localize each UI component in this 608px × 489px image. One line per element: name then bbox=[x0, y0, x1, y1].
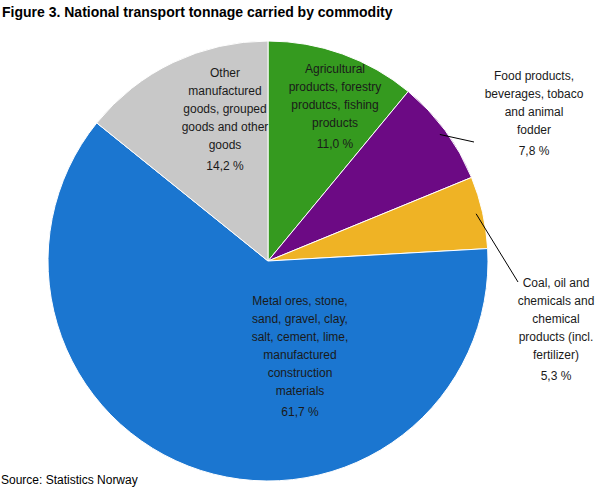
data-label: 7,8 % bbox=[519, 144, 550, 158]
category-label: Othermanufacturedgoods, groupedgoods and… bbox=[182, 66, 269, 152]
pie bbox=[48, 41, 488, 481]
data-label: 14,2 % bbox=[206, 159, 244, 173]
source: Source: Statistics Norway bbox=[1, 473, 138, 487]
data-label: 11,0 % bbox=[317, 137, 354, 151]
category-label: Agriculturalproducts, forestryprodutcs, … bbox=[289, 62, 382, 130]
data-label: 5,3 % bbox=[541, 369, 572, 383]
chart: Figure 3. National transport tonnage car… bbox=[0, 0, 608, 489]
slice bbox=[268, 177, 488, 261]
slice bbox=[97, 41, 268, 261]
leader-line bbox=[476, 214, 518, 282]
data-label: 61,7 % bbox=[281, 405, 319, 419]
labels: Agriculturalproducts, forestryprodutcs, … bbox=[182, 62, 595, 419]
category-label: Coal, oil andchemicals andchemicalproduc… bbox=[518, 276, 595, 362]
leader-line bbox=[440, 134, 474, 142]
title: Figure 3. National transport tonnage car… bbox=[2, 4, 393, 20]
category-label: Metal ores, stone,sand, gravel, clay,sal… bbox=[252, 294, 349, 398]
category-label: Food products,beverages, tobacoand anima… bbox=[485, 69, 584, 137]
